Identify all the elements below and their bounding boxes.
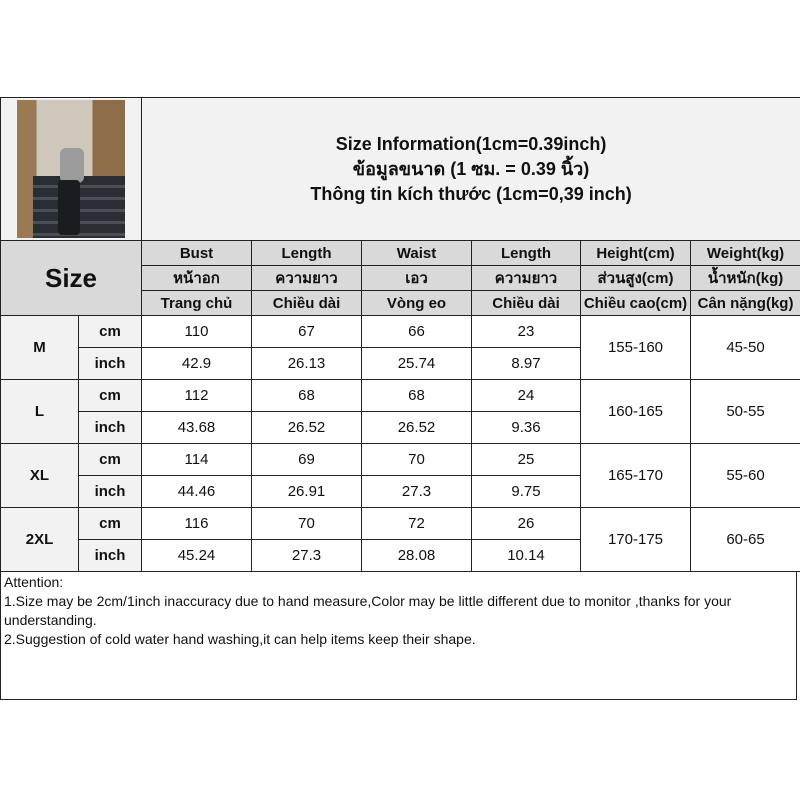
product-photo: [0, 97, 142, 241]
weight-cell: 45-50: [689, 315, 800, 380]
measurement-cell: 66: [361, 315, 472, 348]
unit-label: cm: [78, 315, 142, 348]
measurement-cell: 23: [471, 315, 581, 348]
size-label: M: [0, 315, 79, 380]
size-label: 2XL: [0, 507, 79, 572]
measurement-cell: 27.3: [361, 475, 472, 508]
attention-title: Attention:: [4, 574, 64, 590]
column-header-th: หน้าอก: [141, 265, 252, 291]
unit-label: inch: [78, 411, 142, 444]
measurement-cell: 116: [141, 507, 252, 540]
height-cell: 170-175: [580, 507, 691, 572]
attention-line-1: 1.Size may be 2cm/1inch inaccuracy due t…: [4, 593, 732, 628]
measurement-cell: 26.52: [251, 411, 362, 444]
measurement-cell: 45.24: [141, 539, 252, 572]
measurement-cell: 44.46: [141, 475, 252, 508]
title-block: Size Information(1cm=0.39inch) ข้อมูลขนา…: [140, 97, 800, 241]
unit-label: inch: [78, 347, 142, 380]
size-header: Size: [0, 240, 142, 316]
column-header-th: ส่วนสูง(cm): [580, 265, 691, 291]
measurement-cell: 70: [361, 443, 472, 476]
measurement-cell: 8.97: [471, 347, 581, 380]
column-header-vi: Trang chủ: [141, 290, 252, 316]
height-cell: 155-160: [580, 315, 691, 380]
column-header-en: Weight(kg): [689, 240, 800, 266]
measurement-cell: 25.74: [361, 347, 472, 380]
size-chart: Size Information(1cm=0.39inch) ข้อมูลขนา…: [0, 97, 800, 572]
measurement-cell: 110: [141, 315, 252, 348]
unit-label: cm: [78, 379, 142, 412]
title-vi: Thông tin kích thước (1cm=0,39 inch): [310, 183, 632, 204]
measurement-cell: 9.75: [471, 475, 581, 508]
measurement-cell: 43.68: [141, 411, 252, 444]
table-row: 2XL cm 116 70 72 26 170-175 60-65: [0, 507, 800, 572]
column-header-en: Length: [251, 240, 362, 266]
table-row: inch 45.24 27.3 28.08 10.14: [1, 539, 800, 572]
measurement-cell: 68: [361, 379, 472, 412]
measurement-cell: 27.3: [251, 539, 362, 572]
weight-cell: 60-65: [689, 507, 800, 572]
measurement-cell: 25: [471, 443, 581, 476]
size-label: XL: [0, 443, 79, 508]
measurement-cell: 42.9: [141, 347, 252, 380]
column-header-en: Waist: [361, 240, 472, 266]
column-header-vi: Chiều dài: [251, 290, 362, 316]
model-image: [17, 100, 125, 238]
measurement-cell: 68: [251, 379, 362, 412]
size-label: L: [0, 379, 79, 444]
column-header-vi: Vòng eo: [361, 290, 472, 316]
column-header-vi: Cân nặng(kg): [689, 290, 800, 316]
measurement-cell: 26: [471, 507, 581, 540]
column-header-th: เอว: [361, 265, 472, 291]
measurement-cell: 112: [141, 379, 252, 412]
column-header-th: ความยาว: [471, 265, 581, 291]
title-th: ข้อมูลขนาด (1 ซม. = 0.39 นิ้ว): [352, 158, 590, 179]
table-row: inch 42.9 26.13 25.74 8.97: [1, 347, 800, 380]
measurement-cell: 70: [251, 507, 362, 540]
attention-line-2: 2.Suggestion of cold water hand washing,…: [4, 631, 476, 647]
column-header-en: Height(cm): [580, 240, 691, 266]
measurement-cell: 28.08: [361, 539, 472, 572]
measurement-cell: 24: [471, 379, 581, 412]
unit-label: cm: [78, 443, 142, 476]
column-header-th: ความยาว: [251, 265, 362, 291]
column-header-vi: Chiều cao(cm): [580, 290, 691, 316]
column-header-en: Length: [471, 240, 581, 266]
column-header-en: Bust: [141, 240, 252, 266]
measurement-cell: 26.13: [251, 347, 362, 380]
measurement-cell: 114: [141, 443, 252, 476]
height-cell: 160-165: [580, 379, 691, 444]
measurement-cell: 72: [361, 507, 472, 540]
unit-label: inch: [78, 475, 142, 508]
table-row: inch 43.68 26.52 26.52 9.36: [1, 411, 800, 444]
measurement-cell: 10.14: [471, 539, 581, 572]
table-row: inch 44.46 26.91 27.3 9.75: [1, 475, 800, 508]
column-header-th: น้ำหนัก(kg): [689, 265, 800, 291]
attention-notes: Attention: 1.Size may be 2cm/1inch inacc…: [0, 572, 797, 700]
unit-label: cm: [78, 507, 142, 540]
table-row: XL cm 114 69 70 25 165-170 55-60: [0, 443, 800, 508]
column-header-vi: Chiều dài: [471, 290, 581, 316]
unit-label: inch: [78, 539, 142, 572]
height-cell: 165-170: [580, 443, 691, 508]
weight-cell: 50-55: [689, 379, 800, 444]
measurement-cell: 9.36: [471, 411, 581, 444]
measurement-cell: 69: [251, 443, 362, 476]
measurement-cell: 67: [251, 315, 362, 348]
measurement-cell: 26.91: [251, 475, 362, 508]
title-en: Size Information(1cm=0.39inch): [335, 133, 607, 154]
weight-cell: 55-60: [689, 443, 800, 508]
measurement-cell: 26.52: [361, 411, 472, 444]
size-table: Size Information(1cm=0.39inch) ข้อมูลขนา…: [0, 97, 800, 572]
